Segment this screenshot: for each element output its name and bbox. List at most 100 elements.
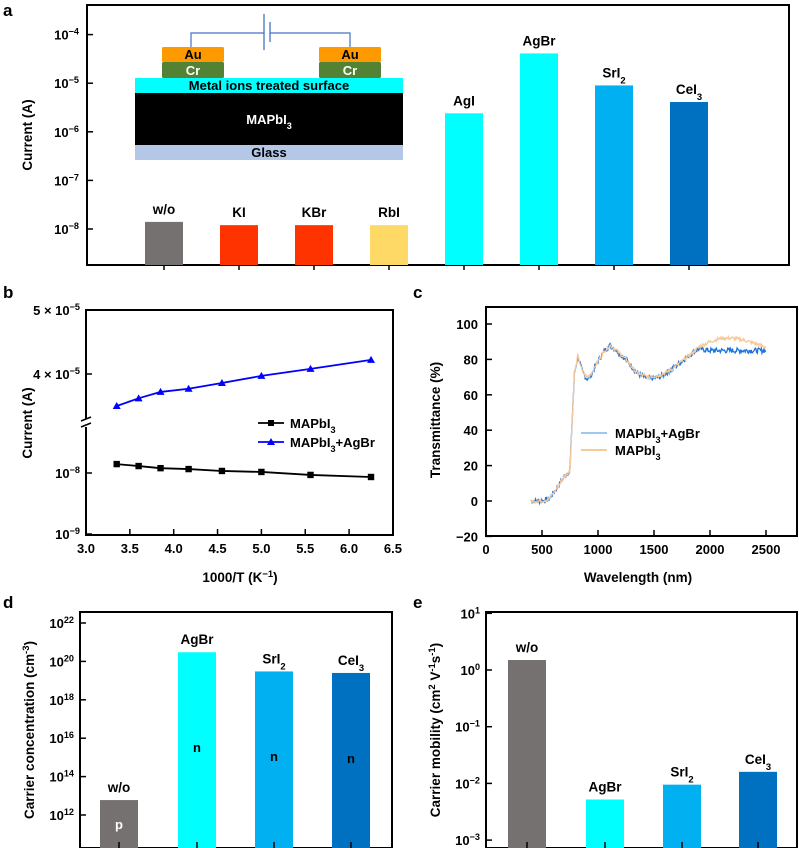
carrier-type-label: n [193,740,201,755]
y-tick-label: 40 [464,423,478,438]
y-tick-label: 1018 [49,692,74,708]
data-point [184,384,193,392]
circuit-wire [190,32,351,47]
legend-label: MAPbI3 [615,443,661,462]
y-tick-label: 10−9 [55,526,80,542]
x-tick-label: 6.5 [384,541,402,556]
perovskite-label: MAPbI3 [246,112,292,131]
surface-label: Metal ions treated surface [189,78,349,93]
x-tick-label: 500 [531,542,553,557]
y-tick-label: 10−5 [54,75,79,91]
glass-label: Glass [251,145,286,160]
x-tick-label: 4.0 [165,541,183,556]
bar-label: CeI3 [676,82,702,103]
au-electrode [162,47,224,62]
y-tick-label: 10−8 [54,221,79,237]
bar-1 [220,225,258,265]
y-tick-label: 10−8 [55,465,80,481]
cr-layer [162,62,224,78]
data-point [367,473,375,481]
panel-e-axes [485,611,798,848]
legend-label: MAPbI3+AgBr [290,435,375,454]
bar-2 [663,784,701,848]
legend-label: MAPbI3 [290,416,336,435]
bar-0 [508,660,546,848]
panel-c-axes [485,306,798,537]
data-point [257,371,266,379]
x-tick-label: 1000 [584,542,613,557]
panel-label-b: b [3,283,13,302]
y-axis-label: Current (A) [20,99,35,170]
y-axis-label: Transmittance (%) [428,362,443,478]
bar-2 [295,225,333,265]
bar-label: w/o [152,202,176,217]
x-tick-label: 1500 [640,542,669,557]
data-point [185,465,192,473]
bar-label: RbI [378,205,400,220]
y-tick-label: 0 [471,494,478,509]
bar-label: AgI [453,93,475,108]
y-tick-label: 5 × 10−5 [33,302,80,318]
cr-label: Cr [343,63,357,78]
bar-0 [145,221,183,265]
y-tick-label: 1022 [49,615,74,631]
bar-label: CeI3 [338,653,364,674]
x-tick-label: 3.5 [121,541,139,556]
series-line-1 [116,359,372,407]
x-tick-label: 5.0 [252,541,270,556]
panel-label-e: e [413,593,422,612]
y-tick-label: 1012 [49,807,74,823]
carrier-type-label: n [270,749,278,764]
legend-label: MAPbI3+AgBr [615,426,700,445]
data-point [134,394,143,402]
bar-label: SrI2 [602,65,625,86]
bar-5 [520,53,558,266]
carrier-type-label: n [347,751,355,766]
au-label: Au [184,47,201,62]
y-tick-label: 10−2 [455,775,480,791]
panel-a-axes [86,4,790,266]
y-tick-label: 100 [456,317,478,332]
series-line-0 [116,463,372,478]
data-point [113,460,120,468]
y-axis-label: Carrier concentration (cm-3) [21,641,38,819]
data-point [307,471,314,479]
panel-label-c: c [413,283,422,302]
x-tick-label: 4.5 [209,541,227,556]
legend-marker [268,420,274,426]
data-point [218,467,226,475]
y-tick-label: 10−3 [455,832,480,848]
bar-3 [370,225,408,265]
carrier-type-label: p [115,817,123,832]
x-tick-label: 2500 [752,542,781,557]
y-tick-label: 101 [460,605,480,621]
bar-label: SrI2 [262,651,285,672]
axis-break-icon [80,416,92,428]
data-point [306,364,315,372]
bar-7 [670,102,708,265]
y-tick-label: 4 × 10−5 [33,366,80,382]
panel-d-axes [79,611,393,848]
y-tick-label: 1014 [49,769,75,785]
series-line-0 [530,342,767,506]
panel-b-axes [85,309,394,536]
y-axis-label: Current (A) [20,387,35,458]
y-axis-label: Carrier mobility (cm2 V-1s-1) [427,643,444,817]
au-electrode [319,47,381,62]
x-tick-label: 2000 [696,542,725,557]
y-tick-label: 1016 [49,730,74,746]
data-point [156,387,165,395]
bar-1 [178,652,216,848]
x-tick-label: 3.0 [77,541,95,556]
au-label: Au [341,47,358,62]
data-point [258,468,265,476]
bar-2 [255,671,293,848]
cr-label: Cr [186,63,200,78]
surface-layer [135,78,403,93]
panel-label-a: a [3,1,13,20]
bar-3 [332,672,370,848]
bar-label: CeI3 [745,752,771,773]
y-tick-label: 10−4 [54,27,80,43]
x-tick-label: 5.5 [296,541,314,556]
